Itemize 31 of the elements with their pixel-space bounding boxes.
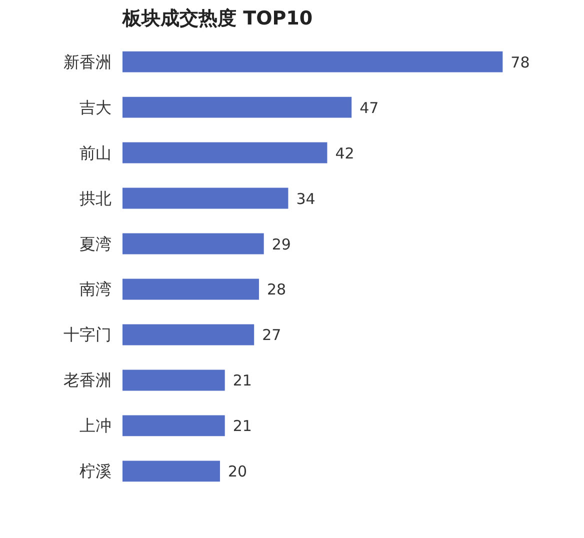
bar <box>122 278 259 300</box>
bar <box>122 96 352 118</box>
y-tick-label: 吉大 <box>80 98 112 117</box>
data-label: 21 <box>232 372 252 390</box>
data-label: 27 <box>262 326 282 344</box>
y-tick-label: 十字门 <box>64 325 112 344</box>
data-label: 21 <box>232 417 252 436</box>
y-tick-label: 柠溪 <box>80 462 112 481</box>
bar <box>122 188 288 209</box>
bar <box>122 324 254 346</box>
data-label: 28 <box>266 280 286 299</box>
data-label: 78 <box>510 53 530 72</box>
y-tick-label: 老香洲 <box>64 370 112 390</box>
y-tick-label: 夏湾 <box>80 234 112 254</box>
data-label: 20 <box>228 462 248 481</box>
chart-title: 板块成交热度 TOP10 <box>122 8 313 30</box>
y-tick-label: 拱北 <box>80 188 112 208</box>
bar <box>122 142 328 164</box>
bar <box>122 415 225 436</box>
bar <box>122 233 264 254</box>
data-label: 29 <box>272 235 291 254</box>
y-tick-label: 南湾 <box>80 280 112 299</box>
data-label: 47 <box>360 98 379 117</box>
y-tick-label: 新香洲 <box>64 52 112 72</box>
bar <box>122 370 225 391</box>
data-label: 42 <box>335 144 354 162</box>
bar <box>122 460 220 482</box>
y-tick-label: 上冲 <box>80 416 112 436</box>
y-tick-label: 前山 <box>80 143 112 162</box>
data-label: 34 <box>296 190 316 208</box>
bar <box>122 51 503 72</box>
